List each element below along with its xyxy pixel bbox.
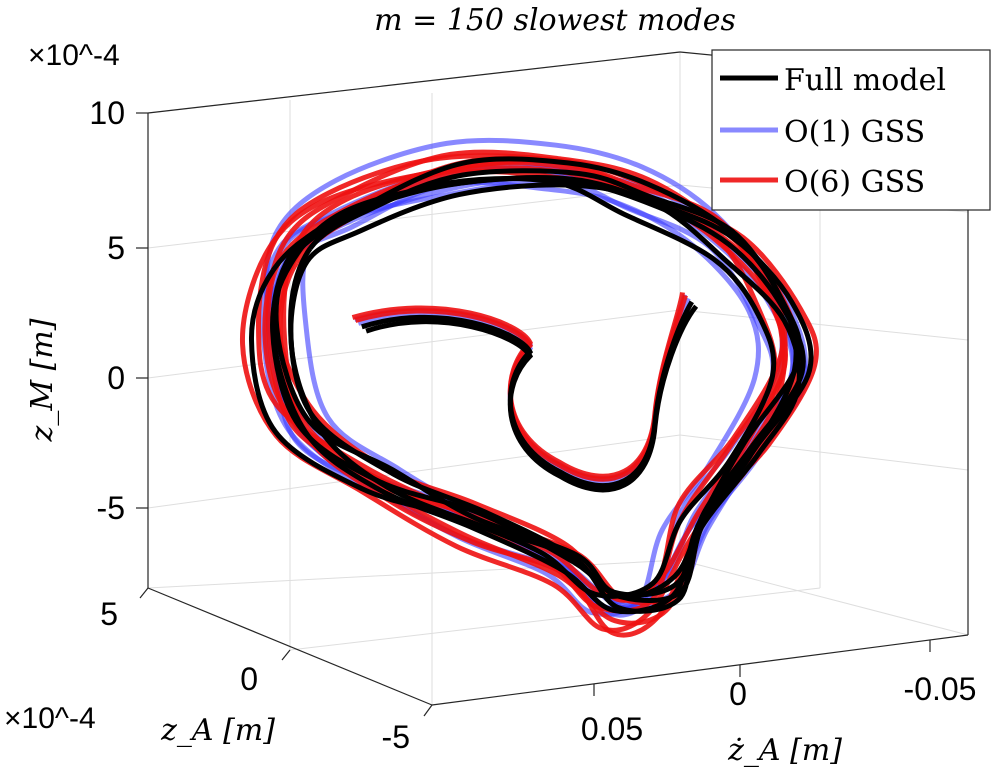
z-tick-label: 5 xyxy=(107,230,125,266)
y-tick-label: 0 xyxy=(240,661,258,697)
trajectory-group xyxy=(240,137,819,638)
y-axis-label: z_A [m] xyxy=(160,713,275,748)
z-tick-label: -5 xyxy=(97,490,125,526)
legend-label-full-model: Full model xyxy=(784,63,946,98)
chart-title: m = 150 slowest modes xyxy=(374,3,736,38)
z-tick-label: 10 xyxy=(89,95,125,131)
y-exponent-label: ×10^-4 xyxy=(4,702,96,735)
trajectory-full-model xyxy=(248,176,777,599)
y-tick-label: -5 xyxy=(382,719,410,755)
trajectory-full-model xyxy=(288,168,803,600)
trajectory-inner-o-1-gss xyxy=(357,297,691,485)
z-exponent-label: ×10^-4 xyxy=(28,39,120,72)
x-tick-label: 0 xyxy=(729,676,747,712)
x-tick-label: 0.05 xyxy=(581,711,643,747)
y-tick-label: 5 xyxy=(100,596,118,632)
trajectory-inner-full-model xyxy=(365,304,699,493)
trajectory-full-model xyxy=(270,156,799,615)
legend: Full model O(1) GSS O(6) GSS xyxy=(711,49,991,211)
x-tick-label: -0.05 xyxy=(904,671,977,707)
legend-label-o6-gss: O(6) GSS xyxy=(784,165,925,200)
x-axis-label: ż_A [m] xyxy=(727,733,842,768)
z-tick-label: 0 xyxy=(107,360,125,396)
z-axis-label: z_M [m] xyxy=(25,318,60,442)
legend-label-o1-gss: O(1) GSS xyxy=(784,115,925,150)
